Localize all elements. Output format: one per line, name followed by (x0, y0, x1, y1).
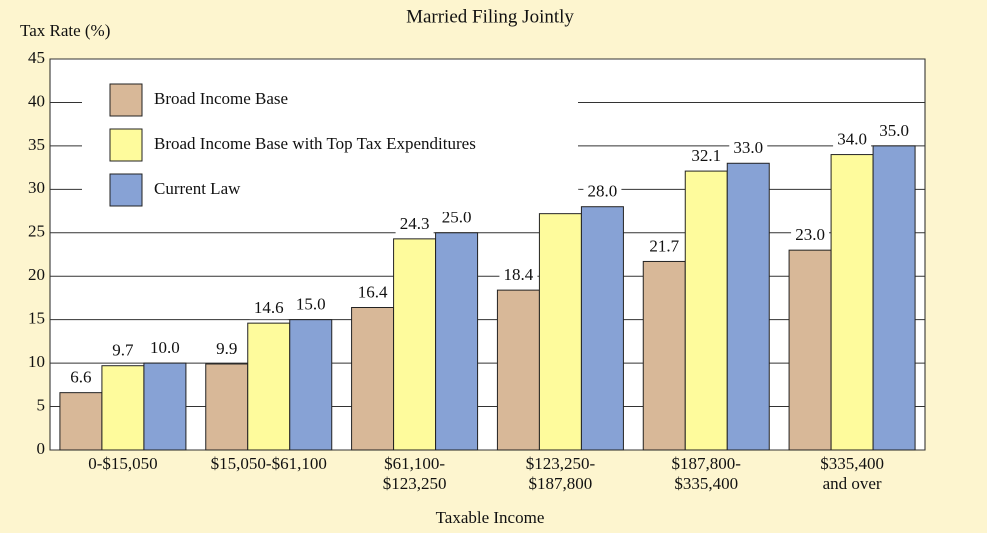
value-label-bg (61, 368, 100, 389)
legend-swatch (109, 83, 143, 117)
x-tick-label: $335,400 and over (820, 454, 884, 493)
value-label: 9.7 (112, 341, 134, 360)
value-label-bg (791, 226, 830, 247)
x-tick-label: 0-$15,050 (88, 454, 157, 473)
value-label: 32.1 (691, 146, 721, 165)
legend-label: Broad Income Base (154, 89, 288, 108)
bar (101, 365, 145, 451)
x-tick-label: $123,250-$187,800 (526, 454, 596, 493)
bar (830, 154, 874, 451)
value-label-bg (353, 283, 392, 304)
y-tick-label: 20 (28, 265, 45, 284)
legend-swatch (109, 173, 143, 207)
value-label: 10.0 (150, 338, 180, 357)
value-label-bg (645, 237, 684, 258)
legend-label: Broad Income Base with Top Tax Expenditu… (154, 134, 476, 153)
legend-bg (82, 74, 578, 212)
bar (289, 319, 333, 451)
value-label-bg (249, 299, 288, 320)
legend-swatch (109, 128, 143, 162)
value-label-bg (687, 147, 726, 168)
bar (59, 392, 103, 451)
bar (496, 289, 540, 451)
bar (726, 162, 770, 451)
chart-title: Married Filing Jointly (406, 6, 574, 27)
value-label-bg (207, 339, 246, 360)
value-label: 34.0 (837, 129, 867, 148)
value-label: 16.4 (358, 282, 388, 301)
x-tick-label: $61,100-$123,250 (383, 454, 447, 493)
y-tick-label: 15 (28, 309, 45, 328)
value-label-bg (833, 130, 872, 151)
x-tick-label: $187,800-$335,400 (672, 454, 742, 493)
bar (538, 213, 582, 451)
y-axis-label: Tax Rate (%) (20, 21, 110, 40)
bar (143, 362, 187, 451)
bar (872, 145, 916, 451)
y-tick-label: 0 (37, 439, 46, 458)
value-label-bg (729, 139, 768, 160)
y-tick-label: 5 (37, 395, 46, 414)
y-tick-label: 35 (28, 135, 45, 154)
value-label-bg (395, 214, 434, 235)
value-label: 15.0 (296, 295, 326, 314)
value-label: 9.9 (216, 339, 237, 358)
value-label: 33.0 (733, 138, 763, 157)
value-label: 6.6 (70, 368, 91, 387)
value-label-bg (437, 208, 476, 229)
x-axis-label: Taxable Income (436, 508, 545, 527)
y-tick-label: 45 (28, 48, 45, 67)
bar (684, 170, 728, 451)
y-tick-label: 40 (28, 91, 45, 110)
y-tick-label: 10 (28, 352, 45, 371)
value-label: 14.6 (254, 298, 284, 317)
y-tick-label: 30 (28, 178, 45, 197)
value-label-bg (583, 182, 622, 203)
bar (435, 232, 479, 451)
bar (580, 206, 624, 451)
bar (247, 322, 291, 451)
value-label-bg (875, 121, 914, 142)
value-label: 23.0 (795, 225, 825, 244)
bar (788, 249, 832, 451)
value-label: 24.3 (400, 214, 430, 233)
marks (59, 145, 916, 451)
value-label: 35.0 (879, 121, 909, 140)
value-label: 21.7 (649, 236, 679, 255)
value-label-bg (291, 295, 330, 316)
value-label-bg (103, 341, 142, 362)
bar (642, 260, 686, 451)
legend-label: Current Law (154, 179, 241, 198)
bar (393, 238, 437, 451)
x-tick-label: $15,050-$61,100 (211, 454, 327, 473)
value-label: 25.0 (442, 208, 472, 227)
bar (351, 307, 395, 451)
value-label: 18.4 (504, 265, 534, 284)
value-label-bg (499, 266, 538, 287)
y-tick-label: 25 (28, 222, 45, 241)
bar (205, 363, 249, 451)
value-label-bg (145, 339, 184, 360)
value-label: 28.0 (588, 182, 618, 201)
